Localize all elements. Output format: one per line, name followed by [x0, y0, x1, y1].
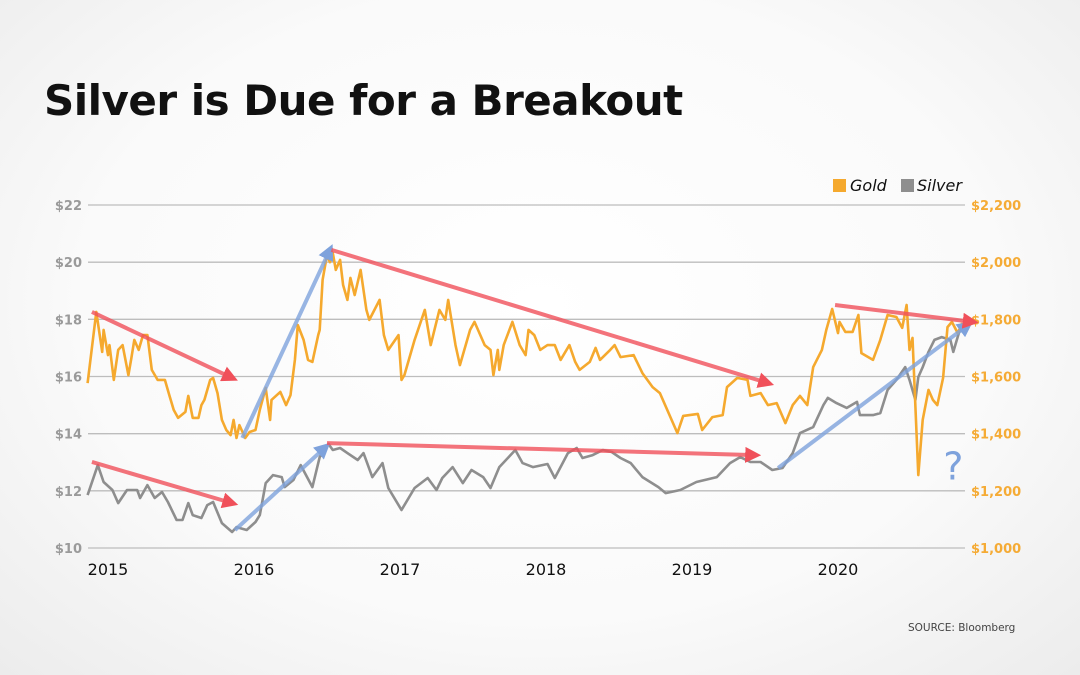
x-tick-label: 2015 — [88, 560, 129, 579]
left-tick-label: $10 — [55, 542, 82, 557]
right-tick-label: $1,600 — [971, 371, 1021, 386]
legend: Gold Silver — [833, 176, 963, 195]
question-mark-annotation: ? — [943, 444, 963, 488]
legend-swatch-silver — [901, 179, 914, 192]
right-axis: $1,000 $1,200 $1,400 $1,600 $1,800 $2,000 $2,2… — [971, 199, 1021, 557]
series-lines — [86, 251, 964, 534]
right-tick-label: $1,200 — [971, 485, 1021, 500]
right-tick-label: $1,000 — [971, 542, 1021, 557]
legend-swatch-gold — [833, 179, 846, 192]
x-tick-label: 2018 — [526, 560, 567, 579]
left-tick-label: $16 — [55, 371, 82, 386]
red-trend-arrow — [326, 441, 762, 463]
legend-label-gold: Gold — [850, 176, 888, 195]
x-tick-label: 2017 — [380, 560, 421, 579]
red-trend-arrow — [834, 303, 979, 329]
series-line-silver — [86, 325, 964, 534]
x-tick-label: 2019 — [672, 560, 713, 579]
right-tick-label: $1,800 — [971, 313, 1021, 328]
left-tick-label: $20 — [55, 256, 82, 271]
chart-title: Silver is Due for a Breakout — [44, 76, 683, 125]
annotations: ? — [91, 244, 979, 532]
red-trend-arrow — [91, 310, 238, 382]
right-tick-label: $2,200 — [971, 199, 1021, 214]
x-axis: 2015 2016 2017 2018 2019 2020 — [88, 560, 859, 579]
gridlines — [88, 204, 965, 549]
series-line-gold — [86, 251, 964, 477]
legend-label-silver: Silver — [917, 176, 963, 195]
right-tick-label: $2,000 — [971, 256, 1021, 271]
red-trend-arrow — [330, 247, 775, 388]
red-trend-arrow — [91, 460, 239, 509]
x-tick-label: 2016 — [234, 560, 275, 579]
left-tick-label: $14 — [55, 428, 82, 443]
right-tick-label: $1,400 — [971, 428, 1021, 443]
left-tick-label: $18 — [55, 313, 82, 328]
source-note: SOURCE: Bloomberg — [908, 622, 1016, 634]
left-tick-label: $12 — [55, 485, 82, 500]
blue-trend-arrow — [776, 321, 974, 470]
left-tick-label: $22 — [55, 199, 82, 214]
x-tick-label: 2020 — [818, 560, 859, 579]
blue-trend-arrow — [240, 244, 334, 439]
left-axis: $10 $12 $14 $16 $18 $20 $22 — [55, 199, 82, 557]
blue-trend-arrow — [233, 442, 331, 532]
